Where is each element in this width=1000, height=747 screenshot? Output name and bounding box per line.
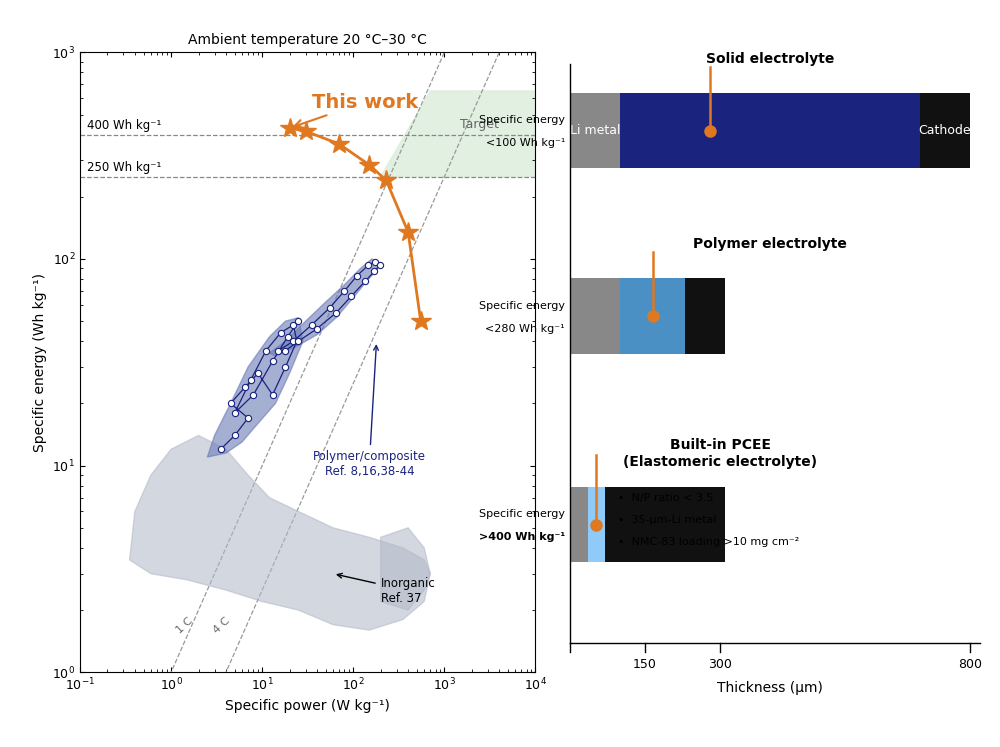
Text: Specific energy: Specific energy: [479, 300, 565, 311]
Text: •  35-μm-Li metal: • 35-μm-Li metal: [618, 515, 716, 524]
Text: <280 Wh kg⁻¹: <280 Wh kg⁻¹: [485, 323, 565, 334]
Title: Ambient temperature 20 °C–30 °C: Ambient temperature 20 °C–30 °C: [188, 33, 427, 47]
Text: Solid electrolyte: Solid electrolyte: [706, 52, 834, 66]
Y-axis label: Specific energy (Wh kg⁻¹): Specific energy (Wh kg⁻¹): [33, 273, 47, 452]
Text: Specific energy: Specific energy: [479, 509, 565, 519]
Text: 800: 800: [958, 658, 982, 671]
Text: 4 C: 4 C: [212, 616, 232, 636]
Text: •  NMC-83 loading >10 mg cm⁻²: • NMC-83 loading >10 mg cm⁻²: [618, 536, 799, 547]
Text: Inorganic
Ref. 37: Inorganic Ref. 37: [337, 574, 435, 604]
Polygon shape: [381, 528, 430, 610]
X-axis label: Specific power (W kg⁻¹): Specific power (W kg⁻¹): [225, 699, 390, 713]
FancyBboxPatch shape: [570, 487, 588, 562]
Text: Cathode: Cathode: [919, 124, 971, 137]
Text: Specific energy: Specific energy: [479, 115, 565, 125]
Text: 400 Wh kg⁻¹: 400 Wh kg⁻¹: [87, 120, 162, 132]
Text: 250 Wh kg⁻¹: 250 Wh kg⁻¹: [87, 161, 162, 174]
Text: >400 Wh kg⁻¹: >400 Wh kg⁻¹: [479, 533, 565, 542]
Text: Built-in PCEE: Built-in PCEE: [670, 438, 771, 452]
Text: Li metal: Li metal: [570, 124, 620, 137]
Text: Thickness (μm): Thickness (μm): [717, 681, 823, 695]
Text: 150: 150: [633, 658, 657, 671]
Text: This work: This work: [294, 93, 418, 128]
Polygon shape: [207, 317, 303, 457]
Text: 300: 300: [708, 658, 732, 671]
Text: (Elastomeric electrolyte): (Elastomeric electrolyte): [623, 456, 817, 470]
Text: Polymer electrolyte: Polymer electrolyte: [693, 237, 847, 251]
FancyBboxPatch shape: [588, 487, 605, 562]
Text: Polymer/composite
Ref. 8,16,38-44: Polymer/composite Ref. 8,16,38-44: [313, 346, 426, 478]
Text: •  N/P ratio < 3.5: • N/P ratio < 3.5: [618, 493, 713, 503]
FancyBboxPatch shape: [685, 279, 725, 353]
Text: 1 C: 1 C: [175, 616, 195, 636]
FancyBboxPatch shape: [570, 279, 620, 353]
Text: <100 Wh kg⁻¹: <100 Wh kg⁻¹: [486, 138, 565, 148]
FancyBboxPatch shape: [620, 93, 920, 168]
Polygon shape: [381, 91, 535, 177]
FancyBboxPatch shape: [920, 93, 970, 168]
Polygon shape: [130, 436, 430, 630]
FancyBboxPatch shape: [605, 487, 725, 562]
Text: Target: Target: [460, 118, 499, 131]
FancyBboxPatch shape: [570, 93, 620, 168]
Polygon shape: [269, 259, 381, 356]
FancyBboxPatch shape: [620, 279, 685, 353]
